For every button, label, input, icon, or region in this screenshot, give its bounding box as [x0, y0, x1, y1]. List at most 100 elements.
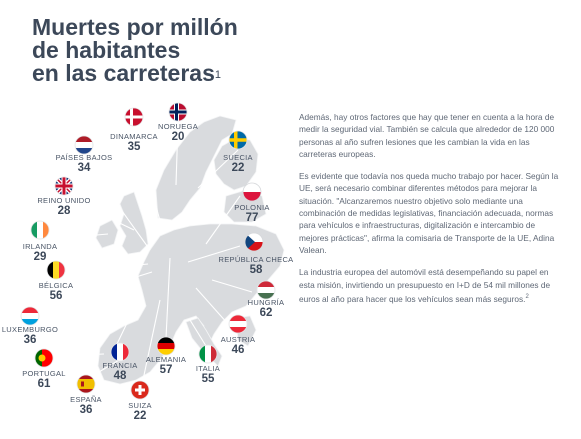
country-value: 22: [231, 162, 245, 174]
flag-polonia-icon: [242, 182, 262, 202]
page-title: Muertes por millón de habitantes en las …: [32, 16, 238, 85]
paragraph-2: Es evidente que todavía nos queda mucho …: [299, 171, 559, 255]
country-value: 22: [133, 410, 147, 422]
country-value: 56: [49, 290, 63, 302]
flag-reino-unido-icon: [54, 176, 74, 196]
leader-paises-bajos: [83, 157, 151, 251]
label-noruega: NORUEGA 20: [157, 122, 199, 144]
country-name: REPÚBLICA CHECA: [218, 255, 294, 264]
label-belgica: BÉLGICA 56: [38, 281, 74, 303]
leader-irlanda: [39, 233, 109, 241]
leader-polonia: [205, 195, 241, 245]
country-value: 35: [127, 141, 141, 153]
paragraph-1: Además, hay otros factores que hay que t…: [299, 112, 555, 159]
label-irlanda: IRLANDA 29: [22, 242, 58, 264]
country-name: ESPAÑA: [70, 395, 102, 404]
country-value: 77: [245, 212, 259, 224]
country-value: 20: [171, 131, 185, 143]
flag-hungria-icon: [256, 280, 276, 300]
leader-suecia: [197, 149, 239, 189]
country-value: 48: [113, 370, 127, 382]
label-hungria: HUNGRÍA 62: [247, 298, 285, 320]
country-value: 46: [231, 344, 245, 356]
flag-dinamarca-icon: [124, 107, 144, 127]
country-value: 34: [77, 162, 91, 174]
flag-luxemburgo-icon: [20, 306, 40, 326]
label-portugal: PORTUGAL 61: [22, 369, 66, 391]
label-francia: FRANCIA 48: [102, 361, 138, 383]
great-britain-shape: [119, 191, 149, 255]
leader-belgica: [65, 263, 149, 273]
country-name: PAÍSES BAJOS: [55, 153, 113, 162]
leader-italia: [189, 319, 207, 347]
flag-noruega-icon: [168, 102, 188, 122]
country-name: ITALIA: [195, 364, 221, 373]
leader-hungria: [211, 279, 253, 293]
label-luxemburgo: LUXEMBURGO 36: [1, 325, 59, 347]
paragraph-footnote: 2: [525, 293, 529, 300]
leader-alemania: [165, 257, 171, 339]
title-line-3-text: en las carreteras: [32, 60, 215, 86]
flag-portugal-icon: [34, 348, 54, 368]
country-value: 58: [249, 264, 263, 276]
flag-francia-icon: [110, 342, 130, 362]
country-name: BÉLGICA: [38, 281, 74, 290]
leader-luxemburgo: [29, 271, 153, 311]
country-name: HUNGRÍA: [247, 298, 285, 307]
label-austria: AUSTRIA 46: [220, 335, 256, 357]
country-name: REINO UNIDO: [37, 196, 91, 205]
label-suiza: SUIZA 22: [128, 401, 152, 423]
flag-belgica-icon: [46, 260, 66, 280]
country-name: ALEMANIA: [145, 355, 187, 364]
country-name: PORTUGAL: [22, 369, 66, 378]
country-value: 29: [33, 251, 47, 263]
country-value: 36: [23, 334, 37, 346]
leader-portugal: [53, 353, 105, 357]
leader-reino-unido: [63, 195, 135, 231]
label-republica-checa: REPÚBLICA CHECA 58: [218, 255, 294, 277]
body-text: Además, hay otros factores que hay que t…: [299, 111, 559, 315]
flag-irlanda-icon: [30, 220, 50, 240]
label-reino-unido: REINO UNIDO 28: [37, 196, 91, 218]
leader-noruega: [175, 121, 179, 186]
country-name: FRANCIA: [102, 361, 138, 370]
country-value: 57: [159, 364, 173, 376]
country-name: AUSTRIA: [220, 335, 256, 344]
country-name: IRLANDA: [22, 242, 58, 251]
country-name: DINAMARCA: [110, 132, 158, 141]
flag-austria-icon: [228, 314, 248, 334]
label-espana: ESPAÑA 36: [70, 395, 102, 417]
flag-suiza-icon: [130, 380, 150, 400]
country-name: POLONIA: [234, 203, 270, 212]
country-name: LUXEMBURGO: [1, 325, 59, 334]
label-paises-bajos: PAÍSES BAJOS 34: [55, 153, 113, 175]
leader-austria: [195, 287, 229, 325]
leader-francia: [115, 295, 141, 347]
title-footnote: 1: [214, 69, 221, 81]
title-line-1: Muertes por millón: [32, 14, 238, 40]
label-dinamarca: DINAMARCA 35: [110, 132, 158, 154]
flag-republica-checa-icon: [244, 232, 264, 252]
country-value: 55: [201, 373, 215, 385]
leader-suiza: [139, 299, 161, 395]
label-alemania: ALEMANIA 57: [145, 355, 187, 377]
label-suecia: SUECIA 22: [223, 153, 253, 175]
country-name: SUECIA: [223, 153, 253, 162]
flag-suecia-icon: [228, 130, 248, 150]
flag-espana-icon: [76, 374, 96, 394]
flag-italia-icon: [198, 344, 218, 364]
paragraph-3: La industria europea del automóvil está …: [299, 266, 559, 305]
country-value: 61: [37, 378, 51, 390]
leader-republica-checa: [187, 245, 241, 263]
country-value: 62: [259, 307, 273, 319]
title-line-3: en las carreteras1: [32, 62, 238, 85]
flag-paises-bajos-icon: [74, 135, 94, 155]
country-value: 36: [79, 404, 93, 416]
flag-alemania-icon: [156, 336, 176, 356]
label-polonia: POLONIA 77: [234, 203, 270, 225]
country-name: SUIZA: [128, 401, 152, 410]
paragraph-3-text: La industria europea del automóvil está …: [299, 267, 551, 304]
title-line-2: de habitantes: [32, 37, 181, 63]
country-name: NORUEGA: [157, 122, 199, 131]
